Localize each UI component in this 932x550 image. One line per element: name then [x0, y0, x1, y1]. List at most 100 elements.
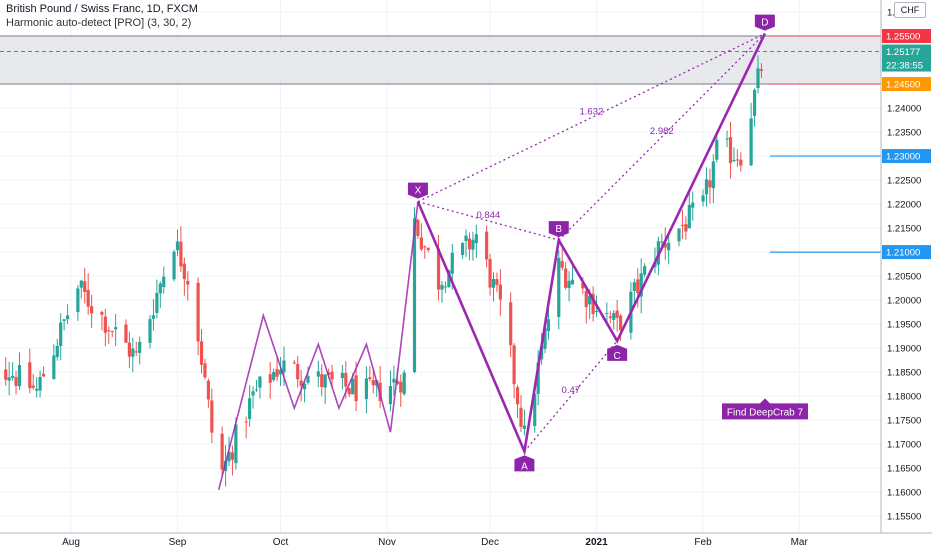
candle-body — [344, 372, 348, 387]
candle-body — [41, 373, 46, 377]
candle-body — [715, 139, 719, 160]
candle-body — [162, 276, 166, 288]
candle-body — [557, 257, 561, 317]
candle-body — [76, 288, 80, 313]
candle-body — [182, 263, 186, 280]
candle-body — [436, 248, 441, 290]
candle-body — [612, 313, 616, 320]
candle-body — [519, 407, 523, 427]
currency-button[interactable]: CHF — [894, 2, 926, 18]
candle-body — [296, 364, 300, 380]
candle-body — [79, 280, 83, 288]
candle-body — [230, 452, 235, 460]
price-tick-label: 1.22500 — [887, 176, 921, 187]
price-tick-label: 1.21500 — [887, 224, 921, 235]
candle-body — [687, 204, 691, 229]
candles — [4, 55, 764, 487]
chart-grid — [0, 0, 881, 533]
price-tick-label: 1.17000 — [887, 440, 921, 451]
candle-body — [203, 363, 207, 378]
candle-body — [186, 280, 190, 285]
prior-zigzag — [217, 201, 419, 490]
candle-body — [151, 315, 156, 319]
candle-body — [423, 246, 427, 248]
time-tick-label: Nov — [378, 537, 396, 548]
candle-body — [419, 237, 423, 250]
pattern-point-label: B — [555, 224, 562, 235]
candle-body — [11, 375, 15, 378]
candle-body — [65, 315, 70, 320]
current-price-tag-bg — [882, 44, 931, 59]
candle-body — [148, 319, 152, 343]
candle-body — [134, 351, 138, 353]
candle-body — [330, 371, 334, 380]
candle-body — [464, 235, 468, 242]
candle-body — [704, 179, 709, 195]
candle-body — [31, 385, 35, 388]
time-tick-label: Sep — [169, 537, 187, 548]
candle-body — [660, 241, 664, 243]
candle-body — [426, 247, 430, 251]
candle-body — [588, 295, 592, 305]
candle-body — [691, 202, 695, 208]
price-tick-label: 1.20500 — [887, 272, 921, 283]
candle-body — [62, 319, 66, 321]
candle-body — [14, 377, 18, 386]
pattern-point-marker — [754, 14, 775, 31]
time-axis[interactable]: Aug Sep Oct Nov Dec 2021 Feb Mar — [0, 532, 932, 550]
candle-body — [399, 381, 403, 393]
time-tick-label: Feb — [694, 537, 712, 548]
pattern-point-marker — [514, 455, 535, 472]
pattern-point-b: B — [548, 221, 569, 238]
candle-body — [605, 313, 609, 315]
candle-body — [632, 282, 636, 291]
candle-body — [282, 360, 286, 373]
zone-top-tag-bg — [882, 29, 931, 44]
candle-body — [739, 159, 743, 166]
price-tick-label: 1.18500 — [887, 368, 921, 379]
chart-title: British Pound / Swiss Franc, 1D, FXCM — [6, 3, 198, 15]
candle-body — [515, 387, 520, 405]
price-tick-label: 1.20000 — [887, 296, 921, 307]
candle-body — [351, 378, 355, 395]
current-price-tag-countdown: 22:38:55 — [886, 61, 923, 72]
candle-body — [306, 376, 310, 383]
candle-body — [199, 341, 204, 365]
candle-body — [196, 282, 200, 342]
candle-body — [103, 316, 107, 333]
candle-body — [412, 218, 417, 373]
candle-body — [584, 291, 588, 308]
pattern-name-label: Find DeepCrab 7 — [722, 398, 808, 420]
pattern-name-text: Find DeepCrab 7 — [727, 407, 804, 418]
candle-body — [447, 270, 451, 288]
indicator-legend[interactable]: Harmonic auto-detect [PRO] (3, 30, 2) — [6, 17, 192, 29]
candle-body — [52, 355, 56, 380]
price-tick-label: 1.18000 — [887, 392, 921, 403]
candle-body — [677, 228, 681, 242]
pattern-point-label: C — [614, 351, 621, 362]
candle-body — [471, 239, 475, 250]
ratio-label-X-B: 0.844 — [476, 210, 500, 221]
candle-body — [752, 89, 757, 116]
price-axis[interactable]: 1.15500 1.16000 1.16500 1.17000 1.17500 1.180… — [880, 0, 932, 550]
price-tick-label: 1.19000 — [887, 344, 921, 355]
candle-body — [244, 421, 248, 423]
candle-body — [110, 330, 114, 332]
candle-body — [28, 362, 32, 389]
candle-body — [488, 259, 492, 288]
current-price-tag-countdown-bg — [882, 58, 931, 72]
candle-body — [615, 310, 619, 318]
candle-body — [272, 372, 276, 380]
ratio-line-X-B — [417, 201, 559, 241]
price-tick-label: 1.24000 — [887, 104, 921, 115]
harmonic-pattern: 0.844 0.47 2.982 1.632 X A B C D Find DeepCrab 7 — [217, 14, 808, 490]
price-tick-label: 1.16500 — [887, 464, 921, 475]
pattern-point-label: X — [415, 186, 422, 197]
candle-body — [680, 224, 685, 226]
current-price-tag-text: 1.25177 — [886, 47, 920, 58]
candle-body — [100, 312, 104, 315]
candle-body — [663, 243, 667, 248]
candle-body — [440, 284, 444, 290]
pattern-point-marker — [607, 344, 628, 361]
